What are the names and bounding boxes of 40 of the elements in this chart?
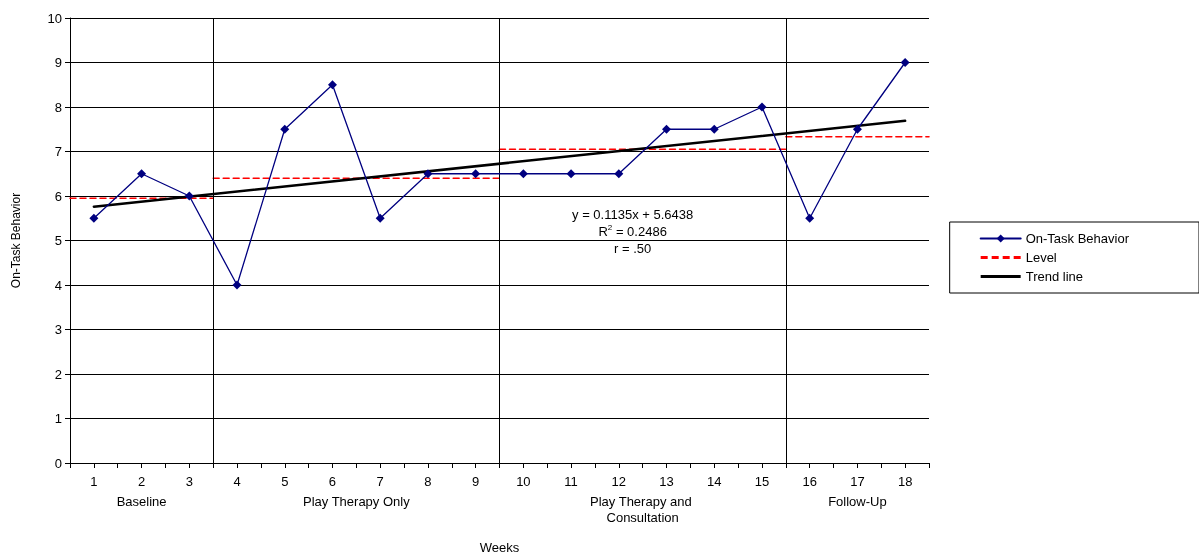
legend-label: On-Task Behavior	[1025, 231, 1130, 246]
y-tick-label: 3	[54, 322, 62, 337]
y-axis-title: On-Task Behavior	[9, 192, 23, 289]
x-tick-label: 6	[328, 474, 337, 489]
annotation: y = 0.1135x + 5.6438	[572, 206, 694, 222]
text: Baseline	[116, 493, 167, 509]
x-tick-label: 18	[897, 474, 913, 489]
y-tick-label: 6	[54, 188, 62, 204]
y-tick-label: 4	[54, 277, 62, 293]
x-tick-label: 7	[376, 474, 384, 489]
x-tick-label: 3	[185, 474, 193, 489]
text: Play Therapy Only	[302, 493, 411, 509]
x-tick-label: 11	[564, 474, 578, 489]
y-tick-label: 7	[54, 144, 62, 159]
x-tick-label: 14	[707, 474, 722, 489]
y-tick-label: 10	[47, 10, 62, 26]
legend-label: Trend line	[1025, 269, 1084, 284]
y-tick-label: 8	[54, 99, 62, 115]
y-tick-label: 1	[54, 411, 62, 426]
y-tick-label: 0	[54, 455, 62, 471]
x-tick-label: 2	[137, 474, 146, 489]
x-tick-label: 5	[281, 474, 289, 489]
text: Follow-Up	[828, 493, 887, 509]
legend-label: Level	[1025, 250, 1057, 265]
y-tick-label: 5	[54, 233, 62, 248]
x-tick-label: 8	[424, 474, 432, 489]
x-tick-label: 13	[659, 474, 674, 489]
y-tick-label: 9	[54, 55, 62, 70]
x-tick-label: 15	[754, 474, 770, 489]
annotation: r = .50	[614, 240, 652, 256]
x-tick-label: 9	[472, 474, 480, 489]
text: Play Therapy and Consultation	[590, 493, 696, 525]
y-tick-label: 2	[54, 366, 62, 382]
x-tick-label: 17	[850, 474, 865, 489]
x-tick-label: 12	[611, 474, 627, 489]
x-tick-label: 1	[90, 474, 98, 489]
x-axis-title: Weeks	[479, 540, 520, 555]
x-tick-label: 10	[516, 474, 531, 489]
x-tick-label: 16	[802, 474, 817, 489]
x-tick-label: 4	[233, 474, 241, 489]
